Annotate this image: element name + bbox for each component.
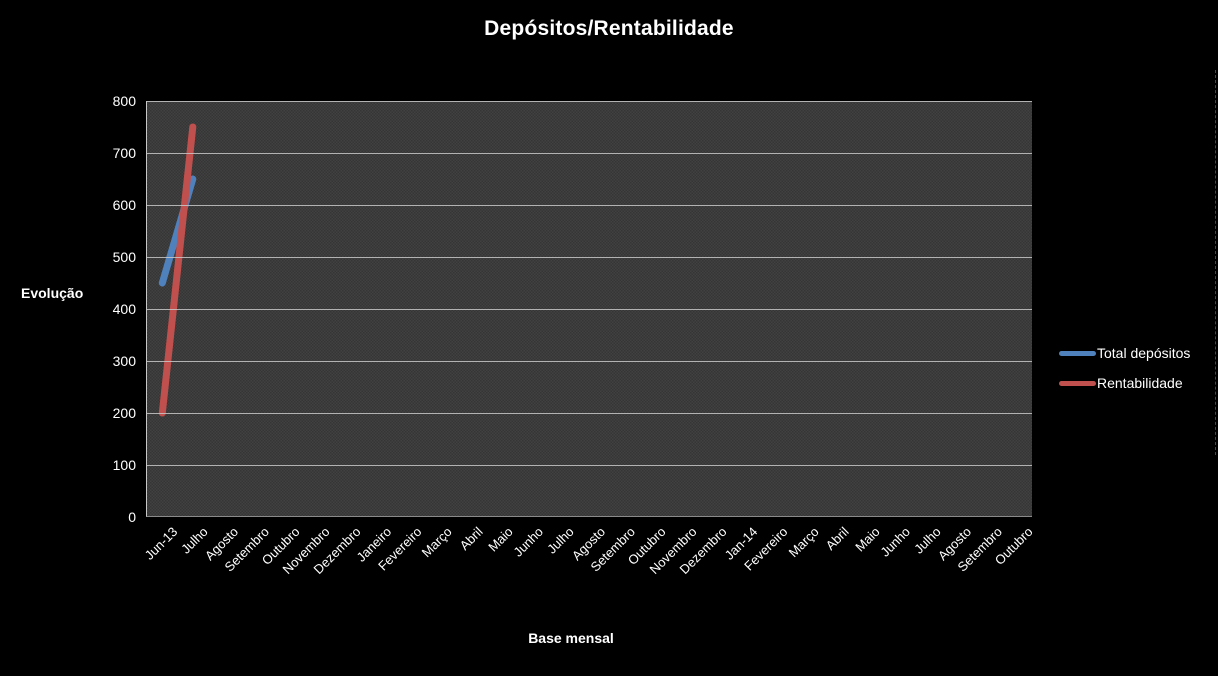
gridline-400 (147, 309, 1032, 310)
x-tick-label: Junho (510, 524, 547, 560)
legend-item: Total depósitos (1059, 338, 1190, 368)
legend-line-swatch (1059, 350, 1096, 356)
y-tick-label: 800 (112, 93, 136, 109)
gridline-700 (147, 153, 1032, 154)
y-tick-label: 100 (112, 457, 136, 473)
x-tick-label: Abril (823, 524, 853, 554)
gridline-800 (147, 101, 1032, 102)
y-tick-label: 700 (112, 145, 136, 161)
legend-label: Total depósitos (1097, 345, 1191, 361)
chart-title: Depósitos/Rentabilidade (484, 17, 734, 40)
series-lines (158, 123, 197, 417)
series-line (158, 123, 197, 417)
gridline-300 (147, 361, 1032, 362)
plot-area (146, 101, 1032, 517)
legend-item: Rentabilidade (1059, 368, 1190, 398)
y-tick-label: 500 (112, 249, 136, 265)
legend-line-swatch (1059, 380, 1096, 386)
y-tick-label: 200 (112, 405, 136, 421)
gridline-200 (147, 413, 1032, 414)
gridline-600 (147, 205, 1032, 206)
x-axis-title: Base mensal (528, 630, 614, 646)
legend: Total depósitos Rentabilidade (1059, 338, 1190, 398)
y-tick-label: 400 (112, 301, 136, 317)
x-tick-label: Jun-13 (141, 524, 180, 563)
y-tick-label: 0 (128, 509, 136, 525)
y-axis-title: Evolução (21, 285, 84, 301)
x-tick-label: Abril (456, 524, 486, 554)
y-tick-label: 600 (112, 197, 136, 213)
gridline-100 (147, 465, 1032, 466)
x-tick-label: Março (785, 524, 822, 561)
y-tick-label: 300 (112, 353, 136, 369)
legend-label: Rentabilidade (1097, 375, 1183, 391)
x-tick-label: Junho (877, 524, 914, 560)
gridline-500 (147, 257, 1032, 258)
x-tick-label: Março (418, 524, 455, 561)
right-edge-gridline (1215, 70, 1216, 455)
